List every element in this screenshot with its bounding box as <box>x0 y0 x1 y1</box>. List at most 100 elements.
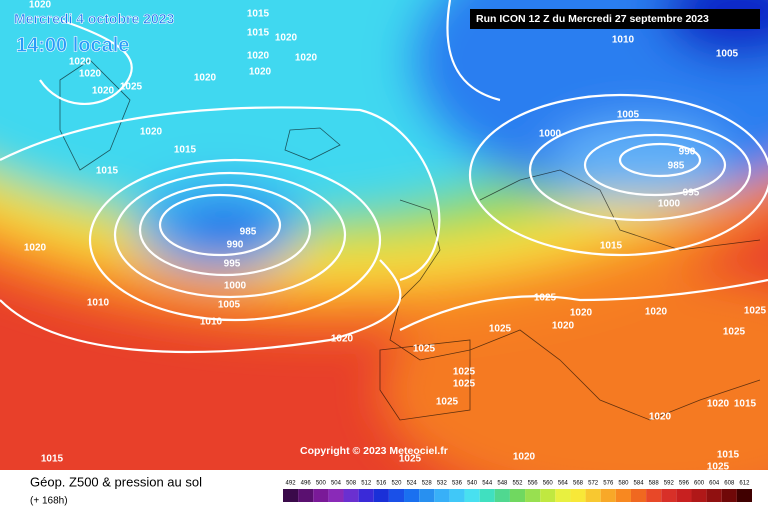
scale-label: 528 <box>422 481 433 487</box>
isobar-label: 985 <box>668 161 685 172</box>
valid-time: 14:00 locale <box>16 34 129 56</box>
isobar-label: 990 <box>679 147 696 158</box>
scale-swatch <box>555 489 571 502</box>
color-scale: 492 496 500 504 508 512 516 520 524 528 532 536 540 5… <box>283 481 752 502</box>
run-info: Run ICON 12 Z du Mercredi 27 septembre 2… <box>476 13 709 25</box>
scale-label: 580 <box>618 481 629 487</box>
scale-swatch <box>494 489 510 502</box>
isobar-label: 1000 <box>539 129 562 140</box>
isobar-label: 1020 <box>570 308 593 319</box>
isobar-label: 1025 <box>489 324 512 335</box>
scale-swatch <box>479 489 495 502</box>
scale-label: 608 <box>724 481 735 487</box>
isobar-label: 995 <box>224 259 241 270</box>
isobar-label: 1020 <box>24 243 47 254</box>
isobar-label: 1020 <box>140 127 163 138</box>
scale-label: 572 <box>588 481 599 487</box>
isobar-labels: 1020 1015 1015 1020 1020 1020 1020 1020 1020 1020… <box>24 0 767 473</box>
isobar-label: 1015 <box>247 28 270 39</box>
scale-label: 544 <box>482 481 493 487</box>
scale-swatch <box>630 489 647 502</box>
scale-swatch <box>464 489 480 502</box>
isobar-label: 990 <box>227 240 244 251</box>
valid-date: Mercredi 4 octobre 2023 <box>14 11 175 27</box>
isobar-label: 1025 <box>723 327 746 338</box>
scale-label: 600 <box>694 481 705 487</box>
isobar-label: 1010 <box>612 35 635 46</box>
scale-label: 576 <box>603 481 614 487</box>
scale-swatch <box>525 489 541 502</box>
isobar-label: 1015 <box>734 399 757 410</box>
isobar-label: 1015 <box>174 145 197 156</box>
copyright: Copyright © 2023 Meteociel.fr <box>300 445 448 457</box>
scale-swatch <box>706 489 722 502</box>
isobar-label: 1000 <box>658 199 681 210</box>
isobar-label: 1025 <box>120 82 143 93</box>
isobar-label: 1015 <box>717 450 740 461</box>
scale-label: 548 <box>497 481 508 487</box>
isobar-label: 1020 <box>295 53 318 64</box>
scale-swatch <box>283 489 299 502</box>
scale-label: 504 <box>331 481 342 487</box>
isobar-label: 1005 <box>617 110 640 121</box>
scale-label: 556 <box>528 481 539 487</box>
scale-swatch <box>661 489 677 502</box>
scale-swatch <box>570 489 586 502</box>
isobar-label: 1015 <box>247 9 270 20</box>
scale-swatch <box>585 489 601 502</box>
isobar-label: 1025 <box>436 397 459 408</box>
isobar-label: 1025 <box>399 454 422 465</box>
scale-swatch <box>646 489 662 502</box>
isobar-label: 1010 <box>200 317 223 328</box>
scale-label: 540 <box>467 481 478 487</box>
scale-swatch <box>404 489 420 502</box>
scale-label: 560 <box>543 481 554 487</box>
scale-label: 596 <box>679 481 690 487</box>
run-box <box>470 9 760 29</box>
scale-label: 592 <box>664 481 675 487</box>
isobar-label: 1025 <box>453 379 476 390</box>
scale-label: 552 <box>512 481 523 487</box>
isobar-label: 995 <box>683 188 700 199</box>
scale-swatch <box>328 489 344 502</box>
scale-label: 536 <box>452 481 463 487</box>
isobar-label: 1020 <box>275 33 298 44</box>
scale-swatch <box>373 489 389 502</box>
isobar-label: 1005 <box>218 300 241 311</box>
scale-swatch <box>358 489 374 502</box>
scale-label: 584 <box>634 481 645 487</box>
scale-swatch <box>540 489 556 502</box>
isobar-label: 1025 <box>534 293 557 304</box>
isobar-label: 1025 <box>707 462 730 473</box>
scale-label: 512 <box>361 481 372 487</box>
scale-label: 520 <box>391 481 402 487</box>
scale-label: 532 <box>437 481 448 487</box>
scale-swatch <box>388 489 405 502</box>
isobars <box>0 0 768 354</box>
scale-label: 588 <box>649 481 660 487</box>
isobar-label: 1000 <box>224 281 247 292</box>
scale-label: 524 <box>407 481 418 487</box>
scale-swatch <box>615 489 631 502</box>
scale-swatch <box>691 489 707 502</box>
isobar-label: 1015 <box>41 454 64 465</box>
isobar-label: 1020 <box>92 86 115 97</box>
isobar-label: 1020 <box>69 57 92 68</box>
coastlines <box>59 59 761 421</box>
isobar-label: 1020 <box>552 321 575 332</box>
isobar-label: 985 <box>240 227 257 238</box>
isobar-label: 1020 <box>707 399 730 410</box>
isobar-label: 1020 <box>194 73 217 84</box>
scale-swatch <box>419 489 435 502</box>
isobar-label: 1025 <box>413 344 436 355</box>
scale-swatch <box>449 489 465 502</box>
isobar-label: 1015 <box>600 241 623 252</box>
scale-swatch <box>343 489 359 502</box>
isobar-label: 1020 <box>513 452 536 463</box>
scale-label: 496 <box>301 481 312 487</box>
isobar-label: 1015 <box>96 166 119 177</box>
scale-swatch <box>313 489 329 502</box>
scale-swatch <box>736 489 752 502</box>
